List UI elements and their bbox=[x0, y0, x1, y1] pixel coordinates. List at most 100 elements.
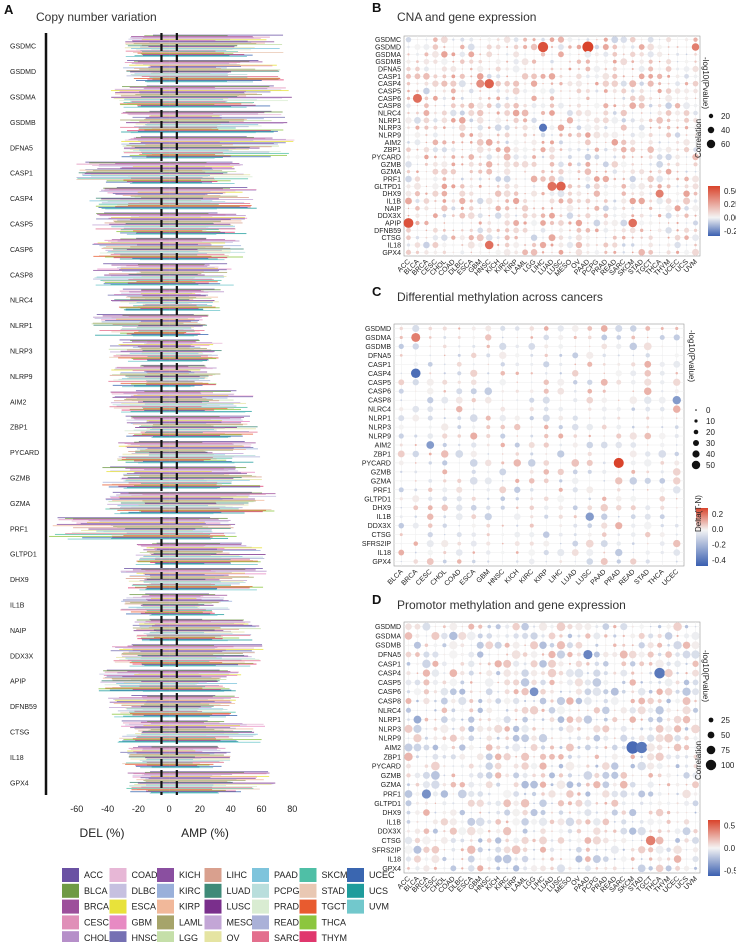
a-bar-amp-ddx3x-prad bbox=[169, 658, 260, 660]
b-plot-dot-pycard-thca bbox=[656, 154, 663, 160]
c-plot-dot-gltpd1-prad bbox=[615, 495, 622, 502]
a-bar-amp-casp5-tgct bbox=[169, 230, 203, 232]
a-bar-del-naip-stad bbox=[136, 636, 170, 638]
c-plot-dot-nlrc4-cesc bbox=[427, 406, 434, 413]
d-plot-dot-gsdma-cesc bbox=[431, 631, 440, 640]
a-bar-del-dhx9-lgg bbox=[145, 577, 170, 579]
a-bar-amp-pycard-thym bbox=[169, 460, 204, 462]
b-plot-dot-pycard-kich bbox=[496, 155, 500, 159]
a-bar-amp-gltpd1-tgct bbox=[169, 560, 258, 562]
a-bar-del-ctsg-meso bbox=[141, 732, 170, 734]
d-plot-gene-label: GLTPD1 bbox=[374, 801, 401, 808]
a-bar-del-casp1-read bbox=[76, 177, 170, 178]
a-bar-del-casp8-kich bbox=[93, 269, 170, 271]
d-plot-dot-gzma-acc bbox=[407, 783, 410, 787]
d-plot-dot-casp8-acc bbox=[405, 698, 412, 705]
b-plot-dot-zbp1-ov bbox=[577, 147, 581, 152]
d-plot-dot-casp5-uvm bbox=[692, 679, 699, 686]
c-plot-dot-gltpd1-brca bbox=[412, 495, 420, 503]
a-bar-amp-nlrp3-cesc bbox=[169, 341, 197, 343]
d-plot-dot-nlrp9-ucec bbox=[674, 734, 681, 742]
a-bar-del-il1b-lihc bbox=[124, 603, 170, 605]
a-bar-amp-gzma-luad bbox=[169, 502, 249, 504]
d-plot-dot-il18-read bbox=[613, 858, 616, 861]
a-bar-amp-gzma-hnsc bbox=[169, 497, 234, 499]
a-bar-del-il1b-acc bbox=[145, 593, 170, 595]
b-plot-dot-nlrc4-laml bbox=[521, 109, 529, 117]
a-bar-amp-ctsg-acc bbox=[169, 720, 208, 722]
b-plot-dot-casp8-laml bbox=[523, 103, 527, 108]
a-bar-amp-nlrp1-acc bbox=[169, 314, 194, 315]
a-bar-del-dfnb59-thym bbox=[132, 714, 170, 716]
a-bar-del-nlrp1-dlbc bbox=[94, 318, 170, 319]
b-plot-dot-aim2-chol bbox=[442, 140, 447, 145]
d-plot-dot-dhx9-cesc bbox=[434, 811, 437, 814]
c-plot-dot-il1b-lihc bbox=[558, 514, 563, 519]
c-plot-dot-gsdmb-read bbox=[629, 342, 637, 351]
b-plot-dot-apip-meso bbox=[568, 221, 572, 225]
d-plot-dot-il18-paad bbox=[584, 856, 591, 862]
d-plot-dot-ddx3x-thca bbox=[657, 829, 662, 834]
b-plot-dot-dfna5-skcm bbox=[631, 67, 634, 71]
d-plot-dot-gsdmb-acc bbox=[407, 644, 410, 647]
b-plot-dot-gzma-kirc bbox=[503, 168, 511, 175]
a-bar-del-dfna5-paad bbox=[139, 149, 170, 151]
d-plot-dot-dhx9-coad bbox=[450, 809, 457, 816]
legend-label-gbm: GBM bbox=[132, 917, 153, 927]
c-plot-dot-ddx3x-cesc bbox=[427, 523, 433, 528]
a-bar-amp-gsdma-hnsc bbox=[169, 91, 271, 93]
d-plot-dot-casp8-meso bbox=[566, 697, 574, 705]
a-bar-amp-il1b-luad bbox=[169, 604, 205, 606]
legend-label-ucs: UCS bbox=[369, 886, 388, 896]
a-bar-del-gzmb-brca bbox=[125, 467, 170, 469]
a-bar-amp-nlrp9-hnsc bbox=[169, 370, 191, 372]
b-plot-dot-casp1-blca bbox=[414, 73, 421, 80]
a-bar-amp-dfna5-ov bbox=[169, 148, 249, 150]
a-bar-del-dfnb59-kirp bbox=[113, 703, 170, 704]
a-bar-amp-dfna5-pcpg bbox=[169, 150, 233, 152]
a-bar-amp-prf1-ucs bbox=[169, 537, 229, 539]
a-bar-del-nlrc4-thym bbox=[140, 308, 170, 309]
d-plot-dot-prf1-acc bbox=[404, 790, 413, 798]
b-plot-dot-aim2-acc bbox=[407, 141, 410, 144]
c-plot-dot-dhx9-prad bbox=[616, 505, 622, 511]
c-plot-dot-ddx3x-brca bbox=[412, 522, 419, 529]
b-plot-dot-gzma-thca bbox=[657, 169, 662, 174]
legend-swatch-pcpg bbox=[252, 883, 269, 898]
d-plot-dot-ddx3x-chol bbox=[443, 830, 446, 833]
d-plot-dot-nlrc4-brca bbox=[425, 709, 428, 711]
a-bar-del-pycard-tgct bbox=[121, 459, 170, 460]
legend-label-meso: MESO bbox=[227, 917, 254, 927]
b-plot-dot-pycard-chol bbox=[443, 155, 446, 159]
c-plot-dot-gzma-ucec bbox=[673, 477, 681, 485]
a-bar-del-gsdmd-kirc bbox=[123, 67, 170, 69]
a-bar-amp-casp4-blca bbox=[169, 187, 231, 189]
c-plot-dot-gsdmd-stad bbox=[645, 326, 651, 331]
b-plot-dot-ctsg-hnsc bbox=[485, 234, 493, 241]
a-bar-amp-casp1-meso bbox=[169, 173, 244, 175]
a-bar-amp-dhx9-stad bbox=[169, 585, 211, 587]
d-plot-dot-il18-lihc bbox=[541, 857, 545, 861]
d-plot-dot-ctsg-kirp bbox=[513, 837, 520, 844]
a-bar-del-il1b-lusc bbox=[140, 604, 170, 606]
a-bar-amp-nlrp3-hnsc bbox=[169, 345, 191, 347]
a-bar-del-gltpd1-dlbc bbox=[149, 546, 170, 548]
b-plot-dot-prf1-lihc bbox=[540, 176, 546, 182]
a-bar-del-gsdma-cesc bbox=[144, 87, 170, 89]
b-plot-dot-dhx9-esca bbox=[469, 191, 474, 196]
b-plot-dot-gltpd1-chol bbox=[441, 183, 448, 190]
c-plot-dot-casp8-blca bbox=[400, 399, 403, 402]
d-plot-dot-nlrp9-read bbox=[613, 737, 616, 740]
a-bar-del-casp1-hnsc bbox=[120, 167, 170, 169]
d-plot-dot-zbp1-thym bbox=[666, 754, 672, 760]
b-plot-dot-nlrc4-chol bbox=[441, 110, 447, 116]
a-bar-amp-zbp1-kich bbox=[169, 422, 242, 424]
legend-swatch-meso bbox=[204, 915, 222, 930]
b-plot-dot-dfnb59-sarc bbox=[621, 228, 626, 233]
a-bar-amp-nlrc4-ucs bbox=[169, 309, 204, 311]
c-plot-dot-ctsg-stad bbox=[645, 531, 651, 538]
a-gene-row-gltpd1 bbox=[135, 542, 266, 565]
b-plot-dot-il18-meso bbox=[566, 241, 574, 249]
a-bar-del-gsdmb-tgct bbox=[138, 128, 170, 130]
d-plot-dot-ctsg-stad bbox=[641, 839, 643, 842]
